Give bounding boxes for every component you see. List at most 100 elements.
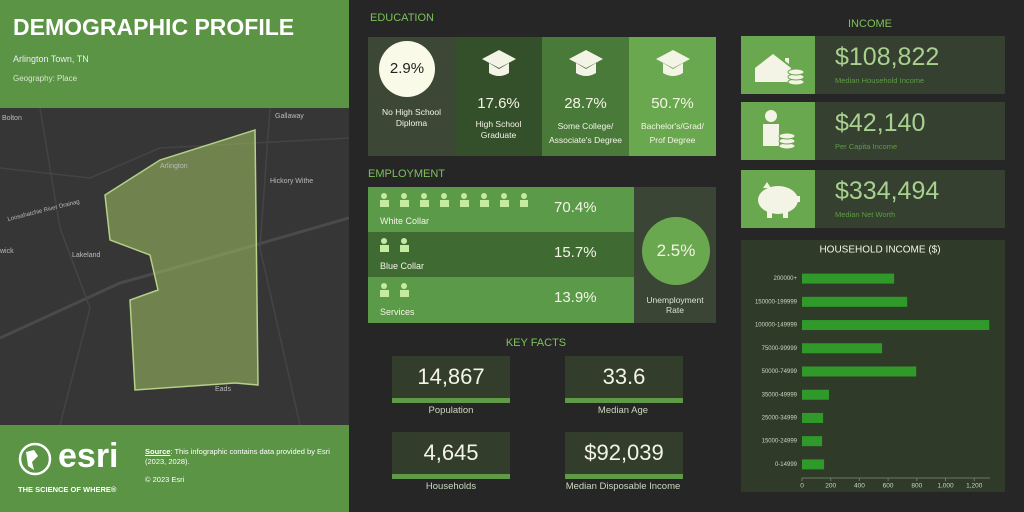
income-label: Per Capita Income (835, 142, 898, 151)
y-tick-label: 50000-74999 (762, 369, 798, 375)
bar (802, 343, 883, 354)
emp-label: Services (380, 307, 415, 317)
x-tick-label: 400 (854, 483, 865, 490)
chart: HOUSEHOLD INCOME ($) 0 200 400 600 800 1,000 1… (741, 240, 1005, 492)
fact-label: Households (425, 481, 477, 492)
emp-value: 70.4% (554, 199, 597, 216)
income-label: Median Net Worth (835, 210, 896, 219)
source: Source: This infographic contains data p… (145, 447, 335, 467)
emp-label: White Collar (380, 216, 430, 226)
edu-value: 17.6% (477, 95, 520, 112)
map-label: Arlington (160, 163, 188, 170)
grad-cap-icon (482, 50, 516, 76)
income-value: $42,140 (835, 109, 926, 137)
fact-value: 4,645 (392, 432, 510, 479)
icon-box (741, 102, 815, 160)
bar (802, 436, 823, 447)
fact-value: $92,039 (565, 432, 683, 479)
icon-box (741, 170, 815, 228)
emp-row: White Collar 70.4% (368, 187, 634, 232)
y-tick-label: 35000-49999 (762, 392, 798, 398)
chart-title: HOUSEHOLD INCOME ($) (819, 245, 940, 256)
income-value: $108,822 (835, 43, 940, 71)
map-label: Hickory Withe (270, 178, 313, 185)
emp-value: 13.9% (554, 289, 597, 306)
location: Arlington Town, TN (13, 54, 89, 64)
x-tick-label: 800 (911, 483, 922, 490)
y-tick-label: 0-14999 (775, 462, 798, 468)
brand: esri (58, 437, 119, 475)
text-box: $42,140 Per Capita Income (815, 102, 1005, 160)
emp-row: Blue Collar 15.7% (368, 232, 634, 277)
y-tick-label: 25000-34999 (762, 416, 798, 422)
emp-row: Services 13.9% (368, 277, 634, 323)
section-title: KEY FACTS (505, 337, 567, 349)
edu-label: Some College/ Associate's Degree (549, 121, 622, 145)
map-label: Lakeland (72, 252, 101, 259)
source-text: : This infographic contains data provide… (145, 447, 330, 466)
edu-value: 28.7% (564, 95, 607, 112)
fact-label: Population (428, 405, 474, 416)
text-box: $108,822 Median Household Income (815, 36, 1005, 94)
x-tick-label: 600 (883, 483, 894, 490)
copyright: © 2023 Esri (145, 475, 185, 484)
unemployment: 2.5% Unemployment Rate (634, 187, 716, 323)
edu-label: No High School Diploma (381, 107, 442, 128)
fact-label: Median Disposable Income (565, 481, 681, 492)
geography: Geography: Place (13, 74, 78, 83)
income-card: $334,494 Median Net Worth (741, 170, 1005, 228)
grad-cap-icon (656, 50, 690, 76)
y-tick-label: 75000-99999 (762, 346, 798, 352)
source-label: Source (145, 447, 171, 456)
footer: esri THE SCIENCE OF WHERE® Source: This … (0, 425, 349, 512)
title: DEMOGRAPHIC PROFILE (13, 14, 295, 40)
people-icons (380, 238, 409, 252)
map: Bolton Gallaway Arlington Hickory Withe … (0, 108, 349, 425)
boundary (104, 128, 259, 391)
map-label: Gallaway (275, 113, 304, 120)
esri-globe (18, 442, 52, 476)
header: DEMOGRAPHIC PROFILE Arlington Town, TN G… (0, 0, 349, 108)
bar (802, 412, 824, 423)
tagline: THE SCIENCE OF WHERE® (18, 485, 117, 494)
grad-cap-icon (569, 50, 603, 76)
edu-value: 2.9% (379, 41, 435, 97)
x-tick-label: 0 (800, 483, 804, 490)
x-tick-label: 200 (825, 483, 836, 490)
bar (802, 366, 917, 377)
edu-cell: 2.9% No High School Diploma (368, 37, 455, 156)
fact-value: 14,867 (392, 356, 510, 403)
fact-value: 33.6 (565, 356, 683, 403)
section-title: INCOME (848, 18, 892, 30)
income-value: $334,494 (835, 177, 940, 205)
section-title: EDUCATION (370, 12, 434, 24)
people-icons (380, 193, 528, 207)
y-tick-label: 200000+ (773, 276, 797, 282)
people-icons (380, 283, 409, 297)
text-box: $334,494 Median Net Worth (815, 170, 1005, 228)
section-title: EMPLOYMENT (368, 168, 446, 180)
map-label: Bolton (2, 115, 22, 122)
bar (802, 273, 895, 284)
bar (802, 320, 990, 331)
unemp-label: Unemployment Rate (646, 295, 704, 315)
icon-box (741, 36, 815, 94)
fact-label: Median Age (597, 405, 649, 416)
emp-label: Blue Collar (380, 261, 425, 271)
road (39, 108, 91, 425)
map-label: wick (0, 248, 14, 255)
edu-cell: 50.7% Bachelor's/Grad/ Prof Degree (629, 37, 716, 156)
bar (802, 296, 908, 307)
income-card: $42,140 Per Capita Income (741, 102, 1005, 160)
bar (802, 389, 829, 400)
x-tick-label: 1,200 (966, 483, 983, 490)
y-tick-label: 15000-24999 (762, 439, 798, 445)
y-tick-label: 100000-149999 (755, 323, 798, 329)
emp-value: 15.7% (554, 244, 597, 261)
edu-cell: 17.6% High School Graduate (455, 37, 542, 156)
map-label: Eads (215, 386, 231, 393)
edu-value: 50.7% (651, 95, 694, 112)
edu-cell: 28.7% Some College/ Associate's Degree (542, 37, 629, 156)
edu-label: High School Graduate (475, 119, 522, 140)
